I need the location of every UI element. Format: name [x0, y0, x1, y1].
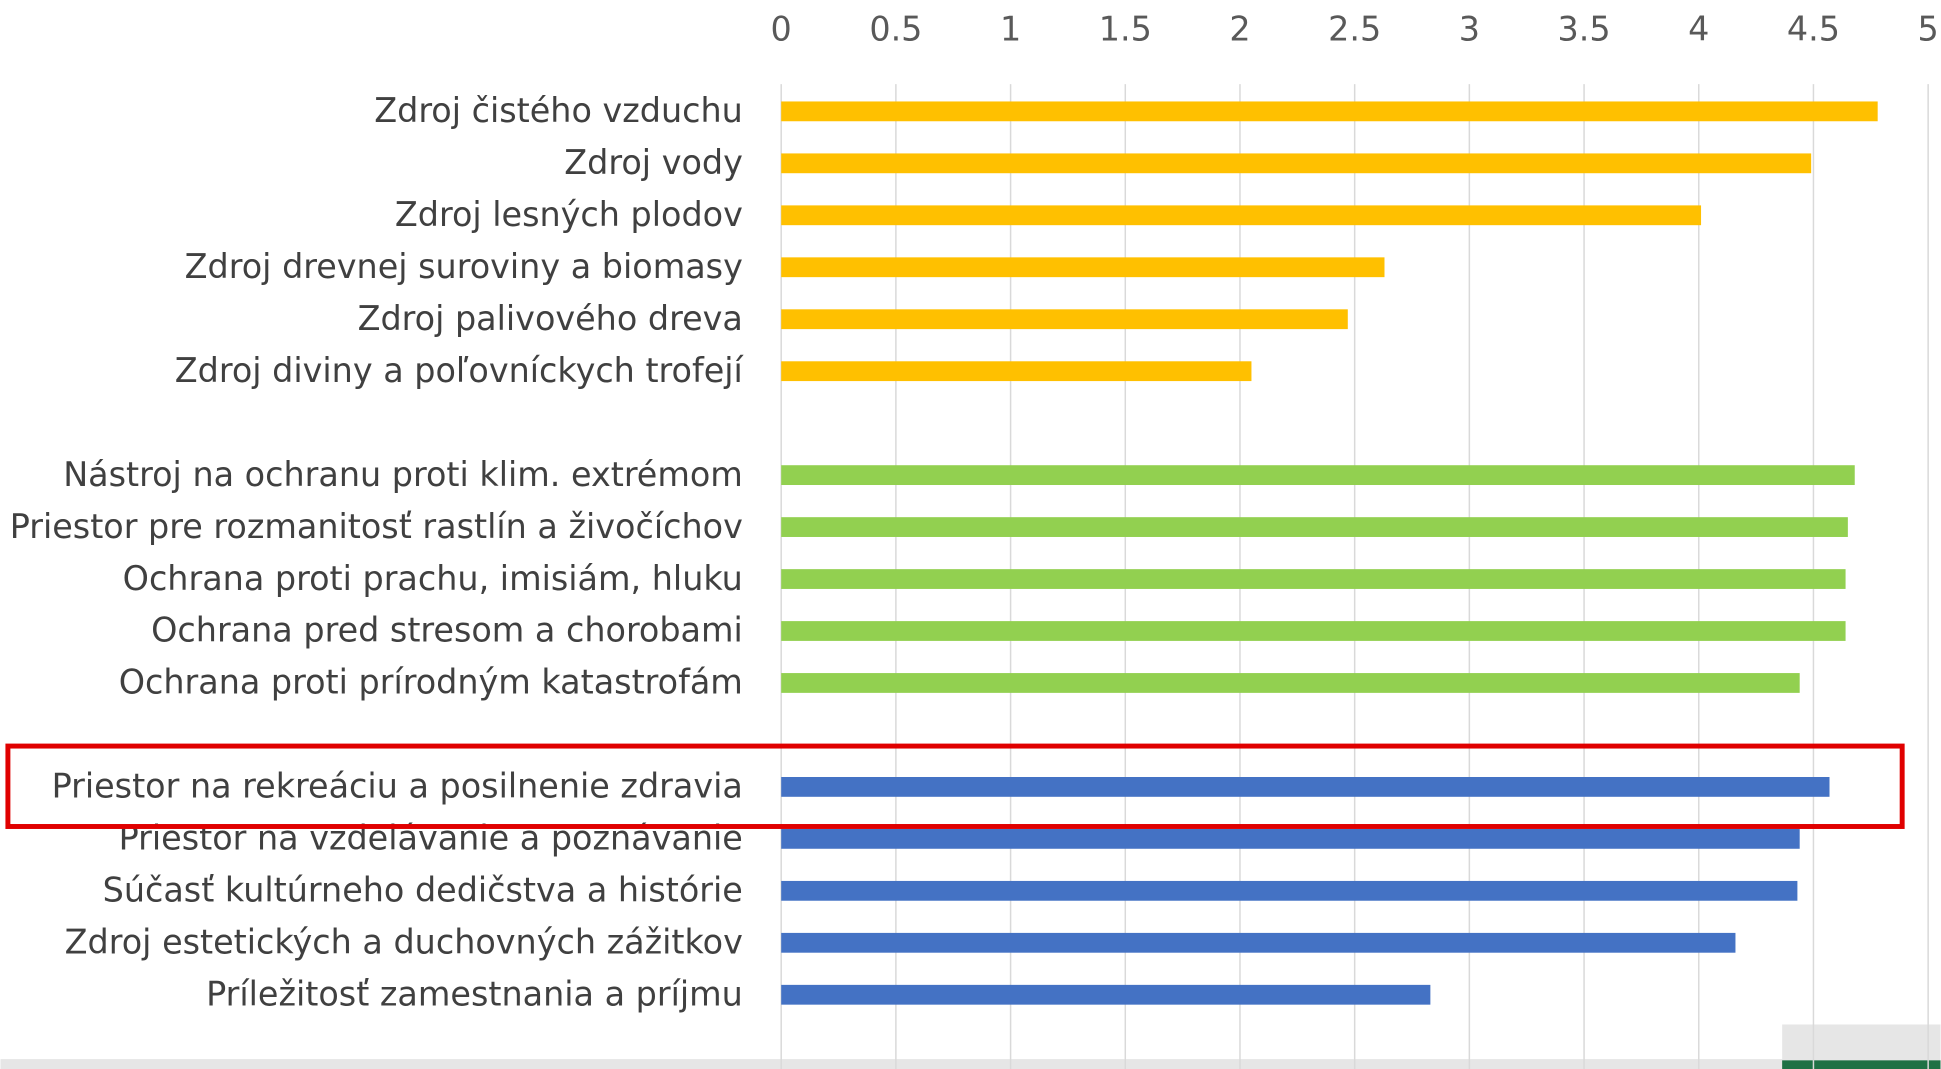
category-label: Zdroj čistého vzduchu — [374, 91, 743, 130]
category-label: Zdroj estetických a duchovných zážitkov — [65, 923, 743, 962]
category-label: Zdroj diviny a poľovníckych trofejí — [175, 351, 745, 390]
bar — [781, 361, 1252, 382]
x-tick-label: 1 — [1000, 9, 1021, 48]
bar — [781, 517, 1848, 537]
x-tick-label: 3 — [1459, 9, 1480, 48]
category-label: Ochrana pred stresom a chorobami — [151, 611, 743, 650]
highlight-box — [5, 743, 1905, 829]
bar — [781, 984, 1431, 1005]
bar — [781, 205, 1702, 226]
bar — [781, 621, 1846, 641]
category-label: Priestor na rekreáciu a posilnenie zdrav… — [52, 767, 743, 806]
category-label: Ochrana proti prírodným katastrofám — [119, 663, 743, 702]
corner-accent — [1782, 1060, 1941, 1069]
category-label: Súčasť kultúrneho dedičstva a histórie — [103, 871, 743, 910]
x-tick-label: 3.5 — [1558, 9, 1611, 48]
x-tick-label: 2.5 — [1328, 9, 1381, 48]
bar — [781, 465, 1855, 486]
labels: 0 0.5 1 1.5 2 2.5 3 3.5 4 4.5 5 Zdroj čistého vzduc… — [10, 9, 1939, 1013]
bar — [781, 932, 1736, 953]
bar — [781, 257, 1385, 278]
bottom-strip — [0, 1059, 1941, 1069]
bars — [781, 101, 1878, 1005]
x-tick-label: 5 — [1918, 9, 1939, 48]
bar — [781, 777, 1830, 797]
category-label: Príležitosť zamestnania a príjmu — [206, 975, 743, 1014]
x-tick-label: 2 — [1229, 9, 1250, 48]
x-tick-label: 0.5 — [869, 9, 922, 48]
bar — [781, 153, 1812, 174]
bar — [781, 828, 1800, 849]
category-label: Priestor pre rozmanitosť rastlín a živoč… — [10, 507, 743, 546]
category-label: Zdroj drevnej suroviny a biomasy — [185, 247, 743, 286]
category-label: Zdroj vody — [564, 143, 743, 182]
bar — [781, 569, 1846, 589]
x-tick-label: 4 — [1688, 9, 1709, 48]
bar — [781, 880, 1798, 901]
x-tick-label: 0 — [771, 9, 792, 48]
category-label: Nástroj na ochranu proti klim. extrémom — [63, 455, 743, 494]
bar — [781, 309, 1348, 330]
bar — [781, 673, 1800, 693]
category-label: Zdroj palivového dreva — [358, 299, 743, 338]
category-label: Zdroj lesných plodov — [395, 195, 743, 234]
x-tick-label: 1.5 — [1099, 9, 1152, 48]
category-label: Ochrana proti prachu, imisiám, hluku — [123, 559, 743, 598]
bar — [781, 101, 1878, 122]
x-tick-label: 4.5 — [1787, 9, 1840, 48]
